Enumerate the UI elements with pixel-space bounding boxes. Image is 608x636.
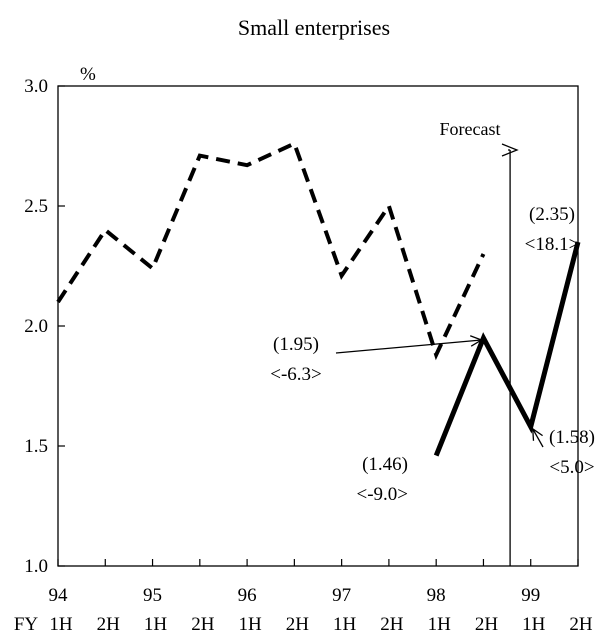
- series-layer: [56, 140, 581, 457]
- axes: [57, 85, 579, 567]
- annotation-value-8: (1.46): [362, 454, 408, 475]
- y-tick-label: 1.5: [24, 436, 48, 457]
- chart-title: Small enterprises: [238, 15, 390, 40]
- x-year-label: 98: [427, 585, 446, 606]
- x-half-label: 2H: [286, 614, 310, 635]
- y-tick-label: 2.0: [24, 316, 48, 337]
- forecast-label: Forecast: [440, 119, 501, 139]
- x-year-label: 96: [238, 585, 257, 606]
- annotation-arrow-158-head: [531, 427, 543, 441]
- axis-ticks: 1.0 1.5 2.0 2.5 3.0 94 95 96 97 98 99 FY 1H 2H 1H 2H 1H 2…: [14, 76, 593, 635]
- annotations: (1.46) <-9.0> (1.95) <-6.3> (1.58) <5.0> (2.35…: [270, 204, 595, 505]
- x-half-label: 2H: [475, 614, 499, 635]
- annotation-change-11: <18.1>: [525, 234, 580, 255]
- x-fy-prefix: FY: [14, 614, 39, 635]
- annotation-change-10: <5.0>: [549, 457, 594, 478]
- x-half-label: 1H: [333, 614, 357, 635]
- x-year-label: 94: [49, 585, 69, 606]
- annotation-arrow-158: [532, 428, 544, 448]
- x-half-label: 1H: [238, 614, 262, 635]
- series-line-dashed: [56, 140, 486, 361]
- annotation-value-10: (1.58): [549, 427, 595, 448]
- y-tick-label: 3.0: [24, 76, 48, 97]
- series-line-solid: [433, 241, 581, 457]
- forecast-arrow-head: [501, 143, 519, 157]
- x-half-label: 1H: [144, 614, 168, 635]
- annotation-value-11: (2.35): [529, 204, 575, 225]
- x-half-label: 1H: [428, 614, 452, 635]
- y-tick-label: 1.0: [24, 556, 48, 577]
- y-axis-unit-label: %: [80, 64, 96, 85]
- x-half-label: 2H: [97, 614, 121, 635]
- annotation-value-9: (1.95): [273, 334, 319, 355]
- forecast-marker: Forecast: [440, 119, 519, 566]
- annotation-change-8: <-9.0>: [356, 484, 408, 505]
- x-half-label: 2H: [191, 614, 215, 635]
- x-half-label: 2H: [569, 614, 593, 635]
- x-year-label: 99: [521, 585, 540, 606]
- x-half-label: 1H: [522, 614, 546, 635]
- x-half-label: 1H: [49, 614, 73, 635]
- x-year-label: 97: [332, 585, 351, 606]
- plot-frame: [57, 85, 579, 567]
- annotation-arrow-195-head: [469, 335, 483, 347]
- x-year-label: 95: [143, 585, 162, 606]
- y-tick-label: 2.5: [24, 196, 48, 217]
- annotation-change-9: <-6.3>: [270, 364, 322, 385]
- annotation-arrow-195: [335, 339, 482, 354]
- x-half-label: 2H: [380, 614, 404, 635]
